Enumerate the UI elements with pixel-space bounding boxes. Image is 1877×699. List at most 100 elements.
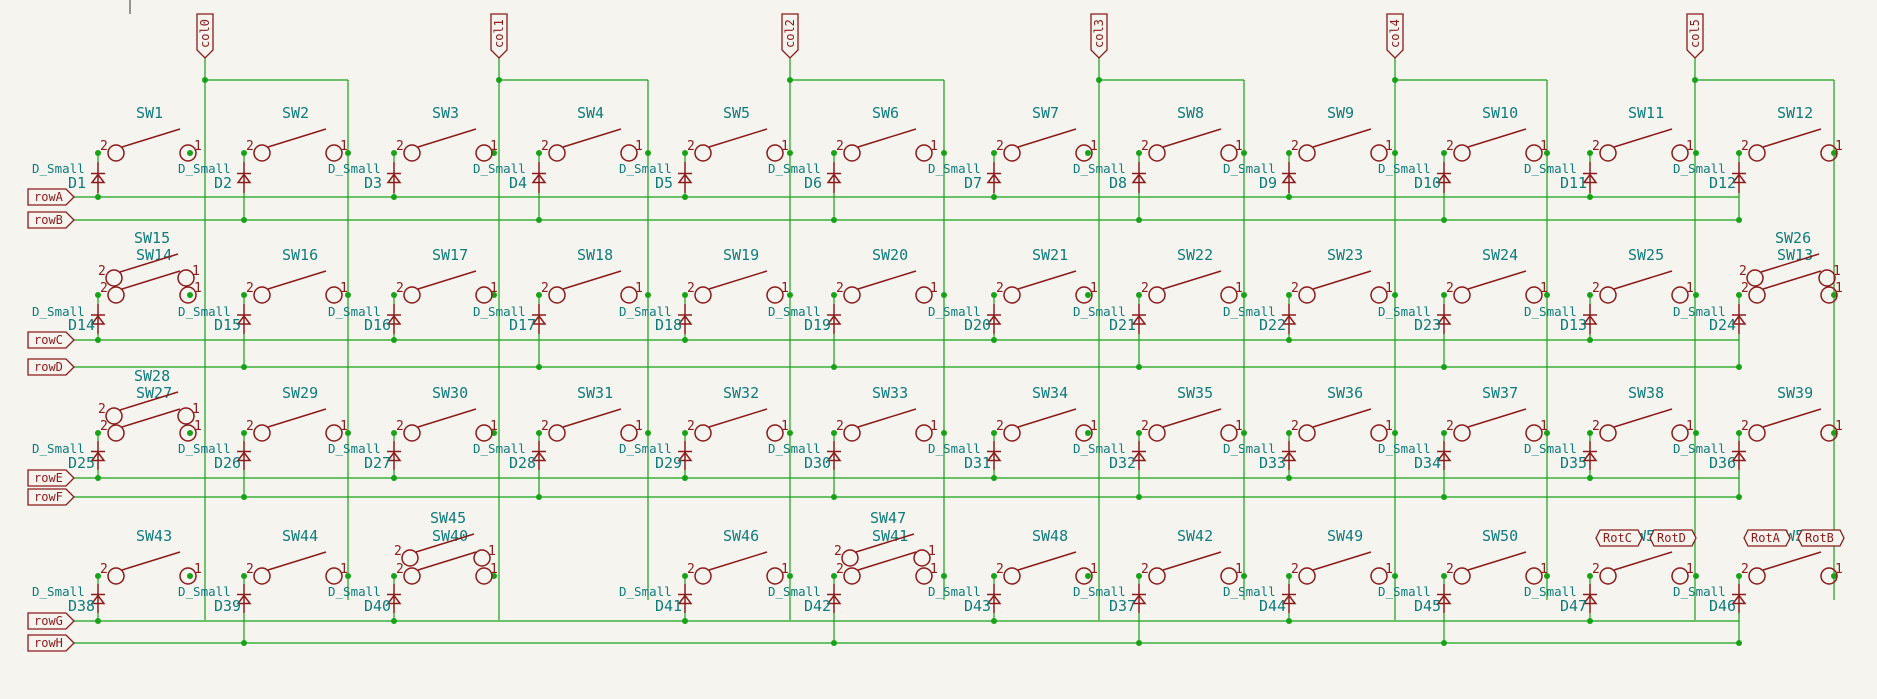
- row-label-rowH[interactable]: rowH: [27, 634, 75, 652]
- switch-SW26[interactable]: 2 1 SW26: [1739, 229, 1841, 287]
- switch-SW40[interactable]: 2 1 SW40: [396, 527, 498, 585]
- switch-SW14[interactable]: 2 1 SW14: [100, 246, 202, 304]
- rotary-label-RotC[interactable]: RotC: [1595, 529, 1643, 547]
- switch-SW12[interactable]: 2 1 SW12: [1741, 104, 1843, 162]
- switch-SW20[interactable]: 2 1 SW20: [836, 246, 938, 304]
- switch-SW33[interactable]: 2 1 SW33: [836, 384, 938, 442]
- switch-SW29[interactable]: 2 1 SW29: [246, 384, 348, 442]
- switch-SW47[interactable]: 2 1 SW47: [834, 509, 936, 567]
- switch-SW36[interactable]: 2 1 SW36: [1291, 384, 1393, 442]
- row-label-rowC[interactable]: rowC: [27, 331, 75, 349]
- switch-SW50[interactable]: 2 1 SW50: [1446, 527, 1548, 585]
- switch-SW23[interactable]: 2 1 SW23: [1291, 246, 1393, 304]
- switch-SW1[interactable]: 2 1 SW1: [100, 104, 202, 162]
- column-label-col3[interactable]: col3: [1090, 13, 1108, 59]
- switch-SW24[interactable]: 2 1 SW24: [1446, 246, 1548, 304]
- switch-SW3[interactable]: 2 1 SW3: [396, 104, 498, 162]
- switch-SW11[interactable]: 2 1 SW11: [1592, 104, 1694, 162]
- row-label-rowB[interactable]: rowB: [27, 211, 75, 229]
- switch-SW6[interactable]: 2 1 SW6: [836, 104, 938, 162]
- switch-SW30[interactable]: 2 1 SW30: [396, 384, 498, 442]
- switch-SW28[interactable]: 2 1 SW28: [98, 367, 200, 425]
- switch-SW41[interactable]: 2 1 SW41: [836, 527, 938, 585]
- switch-SW16[interactable]: 2 1 SW16: [246, 246, 348, 304]
- row-label-rowD[interactable]: rowD: [27, 358, 75, 376]
- switch-SW43[interactable]: 2 1 SW43: [100, 527, 202, 585]
- row-label-rowA[interactable]: rowA: [27, 188, 75, 206]
- switch-SW49[interactable]: 2 1 SW49: [1291, 527, 1393, 585]
- switch-SW13[interactable]: 2 1 SW13: [1741, 246, 1843, 304]
- switch-SW27[interactable]: 2 1 SW27: [100, 384, 202, 442]
- column-label-col2[interactable]: col2: [781, 13, 799, 59]
- switch-SW32[interactable]: 2 1 SW32: [687, 384, 789, 442]
- switch-SW4[interactable]: 2 1 SW4: [541, 104, 643, 162]
- column-label-col0[interactable]: col0: [196, 13, 214, 59]
- switch-SW19[interactable]: 2 1 SW19: [687, 246, 789, 304]
- switch-SW8[interactable]: 2 1 SW8: [1141, 104, 1243, 162]
- switch-SW25[interactable]: 2 1 SW25: [1592, 246, 1694, 304]
- switch-SW34[interactable]: 2 1 SW34: [996, 384, 1098, 442]
- switch-SW44[interactable]: 2 1 SW44: [246, 527, 348, 585]
- switch-SW42[interactable]: 2 1 SW42: [1141, 527, 1243, 585]
- switch-SW10[interactable]: 2 1 SW10: [1446, 104, 1548, 162]
- rotary-label-RotD[interactable]: RotD: [1649, 529, 1697, 547]
- column-label-col5[interactable]: col5: [1686, 13, 1704, 59]
- switch-SW17[interactable]: 2 1 SW17: [396, 246, 498, 304]
- switch-SW18[interactable]: 2 1 SW18: [541, 246, 643, 304]
- switch-SW46[interactable]: 2 1 SW46: [687, 527, 789, 585]
- column-label-col4[interactable]: col4: [1386, 13, 1404, 59]
- row-label-rowG[interactable]: rowG: [27, 612, 75, 630]
- switch-SW9[interactable]: 2 1 SW9: [1291, 104, 1393, 162]
- switch-SW45[interactable]: 2 1 SW45: [394, 509, 496, 567]
- switch-SW48[interactable]: 2 1 SW48: [996, 527, 1098, 585]
- switch-SW35[interactable]: 2 1 SW35: [1141, 384, 1243, 442]
- switch-SW5[interactable]: 2 1 SW5: [687, 104, 789, 162]
- row-label-rowE[interactable]: rowE: [27, 469, 75, 487]
- switch-SW7[interactable]: 2 1 SW7: [996, 104, 1098, 162]
- rotary-label-RotB[interactable]: RotB: [1797, 529, 1845, 547]
- switch-SW37[interactable]: 2 1 SW37: [1446, 384, 1548, 442]
- rotary-label-RotA[interactable]: RotA: [1743, 529, 1791, 547]
- switch-SW39[interactable]: 2 1 SW39: [1741, 384, 1843, 442]
- switch-SW2[interactable]: 2 1 SW2: [246, 104, 348, 162]
